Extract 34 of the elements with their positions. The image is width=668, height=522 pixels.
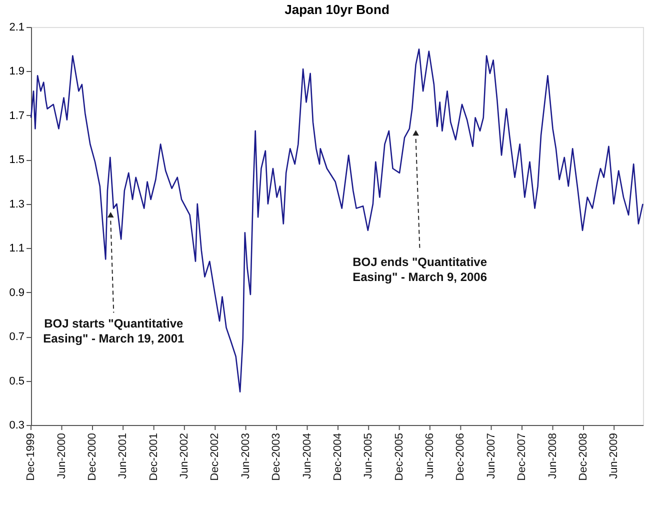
x-tick-label: Jun-2009 xyxy=(608,433,620,479)
line-series xyxy=(30,48,644,392)
y-tick-label: 1.3 xyxy=(9,198,24,210)
chart-title: Japan 10yr Bond xyxy=(284,2,390,17)
y-tick-label: 1.1 xyxy=(9,242,24,255)
x-tick-label: Jun-2003 xyxy=(240,433,252,479)
x-tick-label: Jun-2001 xyxy=(117,433,130,479)
y-tick-label: 1.9 xyxy=(9,66,24,78)
x-tick-label: Jun-2002 xyxy=(178,433,190,479)
y-tick-label: 0.7 xyxy=(9,331,24,344)
annotation: BOJ ends "Quantitative Easing" - March 9, 2006 xyxy=(352,254,488,284)
x-tick-label: Dec-2004 xyxy=(332,433,344,481)
y-tick-label: 0.5 xyxy=(9,375,24,388)
x-tick-label: Dec-2001 xyxy=(148,433,160,481)
x-tick-label: Jun-2007 xyxy=(485,433,498,479)
y-tick-label: 2.1 xyxy=(9,22,24,34)
x-tick-label: Dec-2005 xyxy=(393,433,406,481)
y-tick-label: 1.5 xyxy=(9,154,24,166)
x-tick-label: Jun-2005 xyxy=(362,433,375,479)
x-tick-label: Dec-2003 xyxy=(270,433,283,481)
x-tick-label: Dec-2000 xyxy=(86,433,98,481)
annotation: BOJ starts "Quantitative Easing" - March 19, 2001 xyxy=(43,316,185,346)
x-tick-label: Dec-1999 xyxy=(25,433,37,481)
x-tick-label: Jun-2006 xyxy=(424,433,436,479)
x-tick-label: Jun-2000 xyxy=(56,433,68,479)
y-tick-label: 0.3 xyxy=(9,420,24,432)
x-tick-label: Dec-2008 xyxy=(578,433,590,481)
x-tick-label: Dec-2007 xyxy=(516,433,528,481)
x-tick-label: Jun-2008 xyxy=(546,433,559,479)
y-tick-label: 0.9 xyxy=(9,286,24,299)
x-tick-label: Dec-2006 xyxy=(454,433,467,481)
x-tick-label: Dec-2002 xyxy=(209,433,222,481)
x-tick-label: Jun-2004 xyxy=(301,433,314,479)
y-tick-label: 1.7 xyxy=(9,110,24,122)
